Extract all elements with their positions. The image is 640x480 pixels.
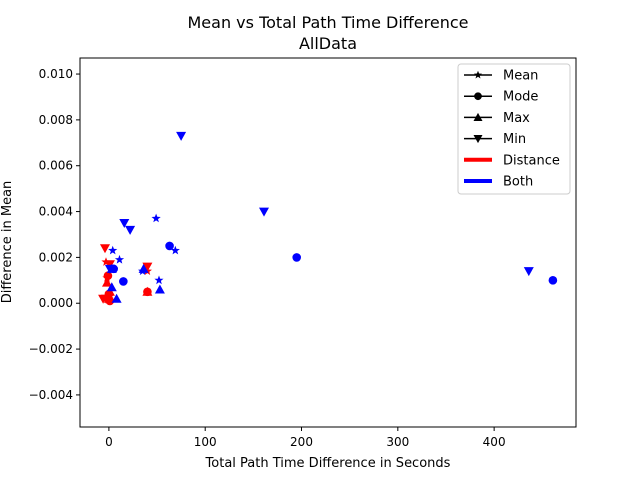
- y-tick-label: −0.002: [29, 342, 73, 356]
- y-axis-label: Difference in Mean: [0, 181, 15, 304]
- legend-marker-star: [473, 70, 483, 79]
- data-point-both-triangle-up: [154, 284, 165, 294]
- y-axis: −0.004 −0.002 0.000 0.002 0.004 0.006 0.008 0.0…: [29, 67, 80, 402]
- y-tick-label: 0.004: [39, 205, 73, 219]
- x-tick-label: 100: [194, 435, 217, 449]
- data-point-distance-triangle-down: [142, 262, 153, 272]
- x-tick-label: 0: [105, 435, 113, 449]
- data-points: [98, 131, 558, 306]
- x-tick-label: 200: [290, 435, 313, 449]
- data-point-distance-triangle-down: [101, 294, 111, 304]
- plot-area: 0 100 200 300 400 −0.004 −0.002 0.000 0.002 0.00…: [29, 57, 577, 449]
- legend-item: Mean: [464, 69, 538, 84]
- data-point-distance-triangle-up: [104, 286, 115, 296]
- data-point-distance-triangle-down: [104, 260, 115, 270]
- data-point-both-triangle-up: [106, 282, 117, 292]
- chart-subtitle: AllData: [299, 34, 357, 53]
- legend-item: Distance: [464, 153, 560, 168]
- y-tick-label: 0.002: [39, 250, 73, 264]
- legend-label: Mode: [503, 90, 538, 105]
- data-point-distance-circle: [103, 271, 113, 281]
- y-tick-label: 0.008: [39, 113, 73, 127]
- data-point-distance-triangle-up: [102, 277, 112, 287]
- x-axis-label: Total Path Time Difference in Seconds: [205, 456, 451, 471]
- data-point-both-triangle-up: [138, 263, 149, 273]
- legend-label: Min: [503, 132, 526, 147]
- legend-item: Max: [464, 111, 530, 126]
- data-point-both-triangle-down: [104, 264, 115, 274]
- data-point-both-star: [151, 213, 161, 223]
- y-tick-label: −0.004: [29, 388, 73, 402]
- data-point-both-triangle-down: [259, 207, 269, 217]
- legend-item: Mode: [464, 90, 538, 105]
- data-point-both-triangle-down: [125, 225, 136, 235]
- x-axis: 0 100 200 300 400: [105, 427, 506, 449]
- data-point-both-star: [154, 275, 164, 285]
- data-point-both-triangle-up: [111, 293, 122, 303]
- data-point-both-circle: [119, 277, 128, 286]
- legend: Mean Mode Max Min Distance Both: [457, 63, 571, 195]
- legend-marker-triangle-down: [473, 135, 483, 144]
- x-tick-label: 400: [483, 435, 506, 449]
- data-point-both-triangle-down: [119, 219, 130, 228]
- legend-label: Both: [503, 175, 533, 190]
- data-point-both-triangle-down: [176, 131, 187, 141]
- legend-marker-triangle-up: [473, 112, 483, 121]
- data-point-both-circle: [548, 276, 558, 285]
- legend-label: Distance: [503, 153, 560, 168]
- y-tick-label: 0.000: [39, 296, 73, 310]
- x-tick-label: 300: [386, 435, 409, 449]
- data-point-both-star: [114, 254, 125, 264]
- y-tick-label: 0.010: [39, 67, 73, 81]
- legend-item: Min: [464, 132, 526, 147]
- legend-label: Max: [503, 111, 530, 126]
- legend-item: Both: [464, 175, 533, 190]
- plot-frame: [79, 57, 577, 428]
- data-point-both-circle: [292, 253, 301, 262]
- legend-label: Mean: [503, 69, 538, 84]
- data-point-both-circle: [165, 241, 174, 251]
- data-point-both-star: [170, 245, 180, 255]
- legend-marker-circle: [474, 92, 482, 101]
- data-point-both-triangle-down: [523, 267, 534, 277]
- data-point-distance-triangle-up: [142, 286, 153, 296]
- y-tick-label: 0.006: [39, 159, 73, 173]
- data-point-distance-triangle-down: [100, 244, 110, 254]
- chart-title: Mean vs Total Path Time Difference: [188, 13, 469, 32]
- data-point-both-star: [108, 245, 118, 255]
